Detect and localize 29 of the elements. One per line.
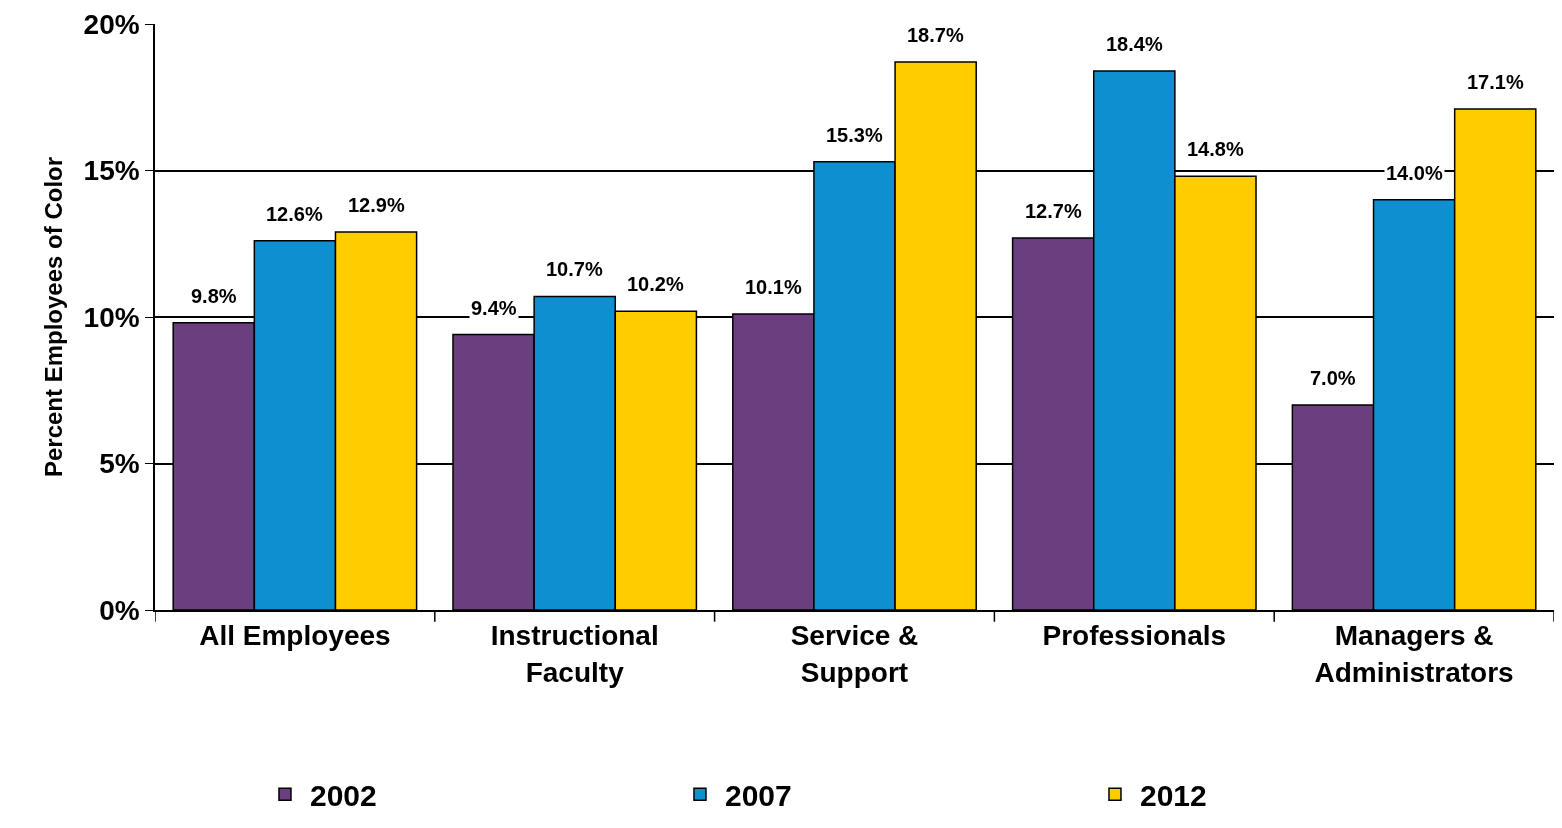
data-label: 12.9% [348, 194, 405, 216]
x-tick-label: Service & Support [790, 620, 919, 688]
data-label: 10.1% [745, 276, 802, 298]
x-tick-label: Professionals [1042, 620, 1227, 652]
data-label: 12.7% [1025, 200, 1082, 222]
data-label: 9.4% [471, 297, 517, 319]
y-tick-label: 5% [99, 448, 140, 480]
data-label: 9.8% [191, 285, 237, 307]
y-tick-label: 10% [83, 301, 140, 333]
x-tick-label: All Employees [199, 620, 391, 652]
data-label: 10.2% [627, 273, 684, 295]
data-label: 18.7% [907, 24, 964, 46]
data-label: 15.3% [826, 124, 883, 146]
y-tick-label: 15% [83, 155, 140, 187]
data-label: 18.4% [1106, 33, 1163, 55]
legend-label: 2007 [724, 778, 792, 812]
legend-label: 2012 [1139, 778, 1207, 812]
data-label: 17.1% [1467, 71, 1524, 93]
data-label: 10.7% [546, 258, 603, 280]
data-label: 14.0% [1386, 162, 1443, 184]
y-tick-label: 20% [83, 8, 140, 40]
x-tick-label: Managers & Administrators [1314, 620, 1514, 688]
x-tick-label: Instructional Faculty [490, 620, 659, 688]
y-tick-label: 0% [99, 594, 140, 626]
y-axis-title: Percent Employees of Color [40, 156, 68, 478]
data-label: 12.6% [266, 203, 323, 225]
data-label: 14.8% [1187, 138, 1244, 160]
data-label: 7.0% [1310, 367, 1356, 389]
legend-label: 2002 [309, 778, 377, 812]
